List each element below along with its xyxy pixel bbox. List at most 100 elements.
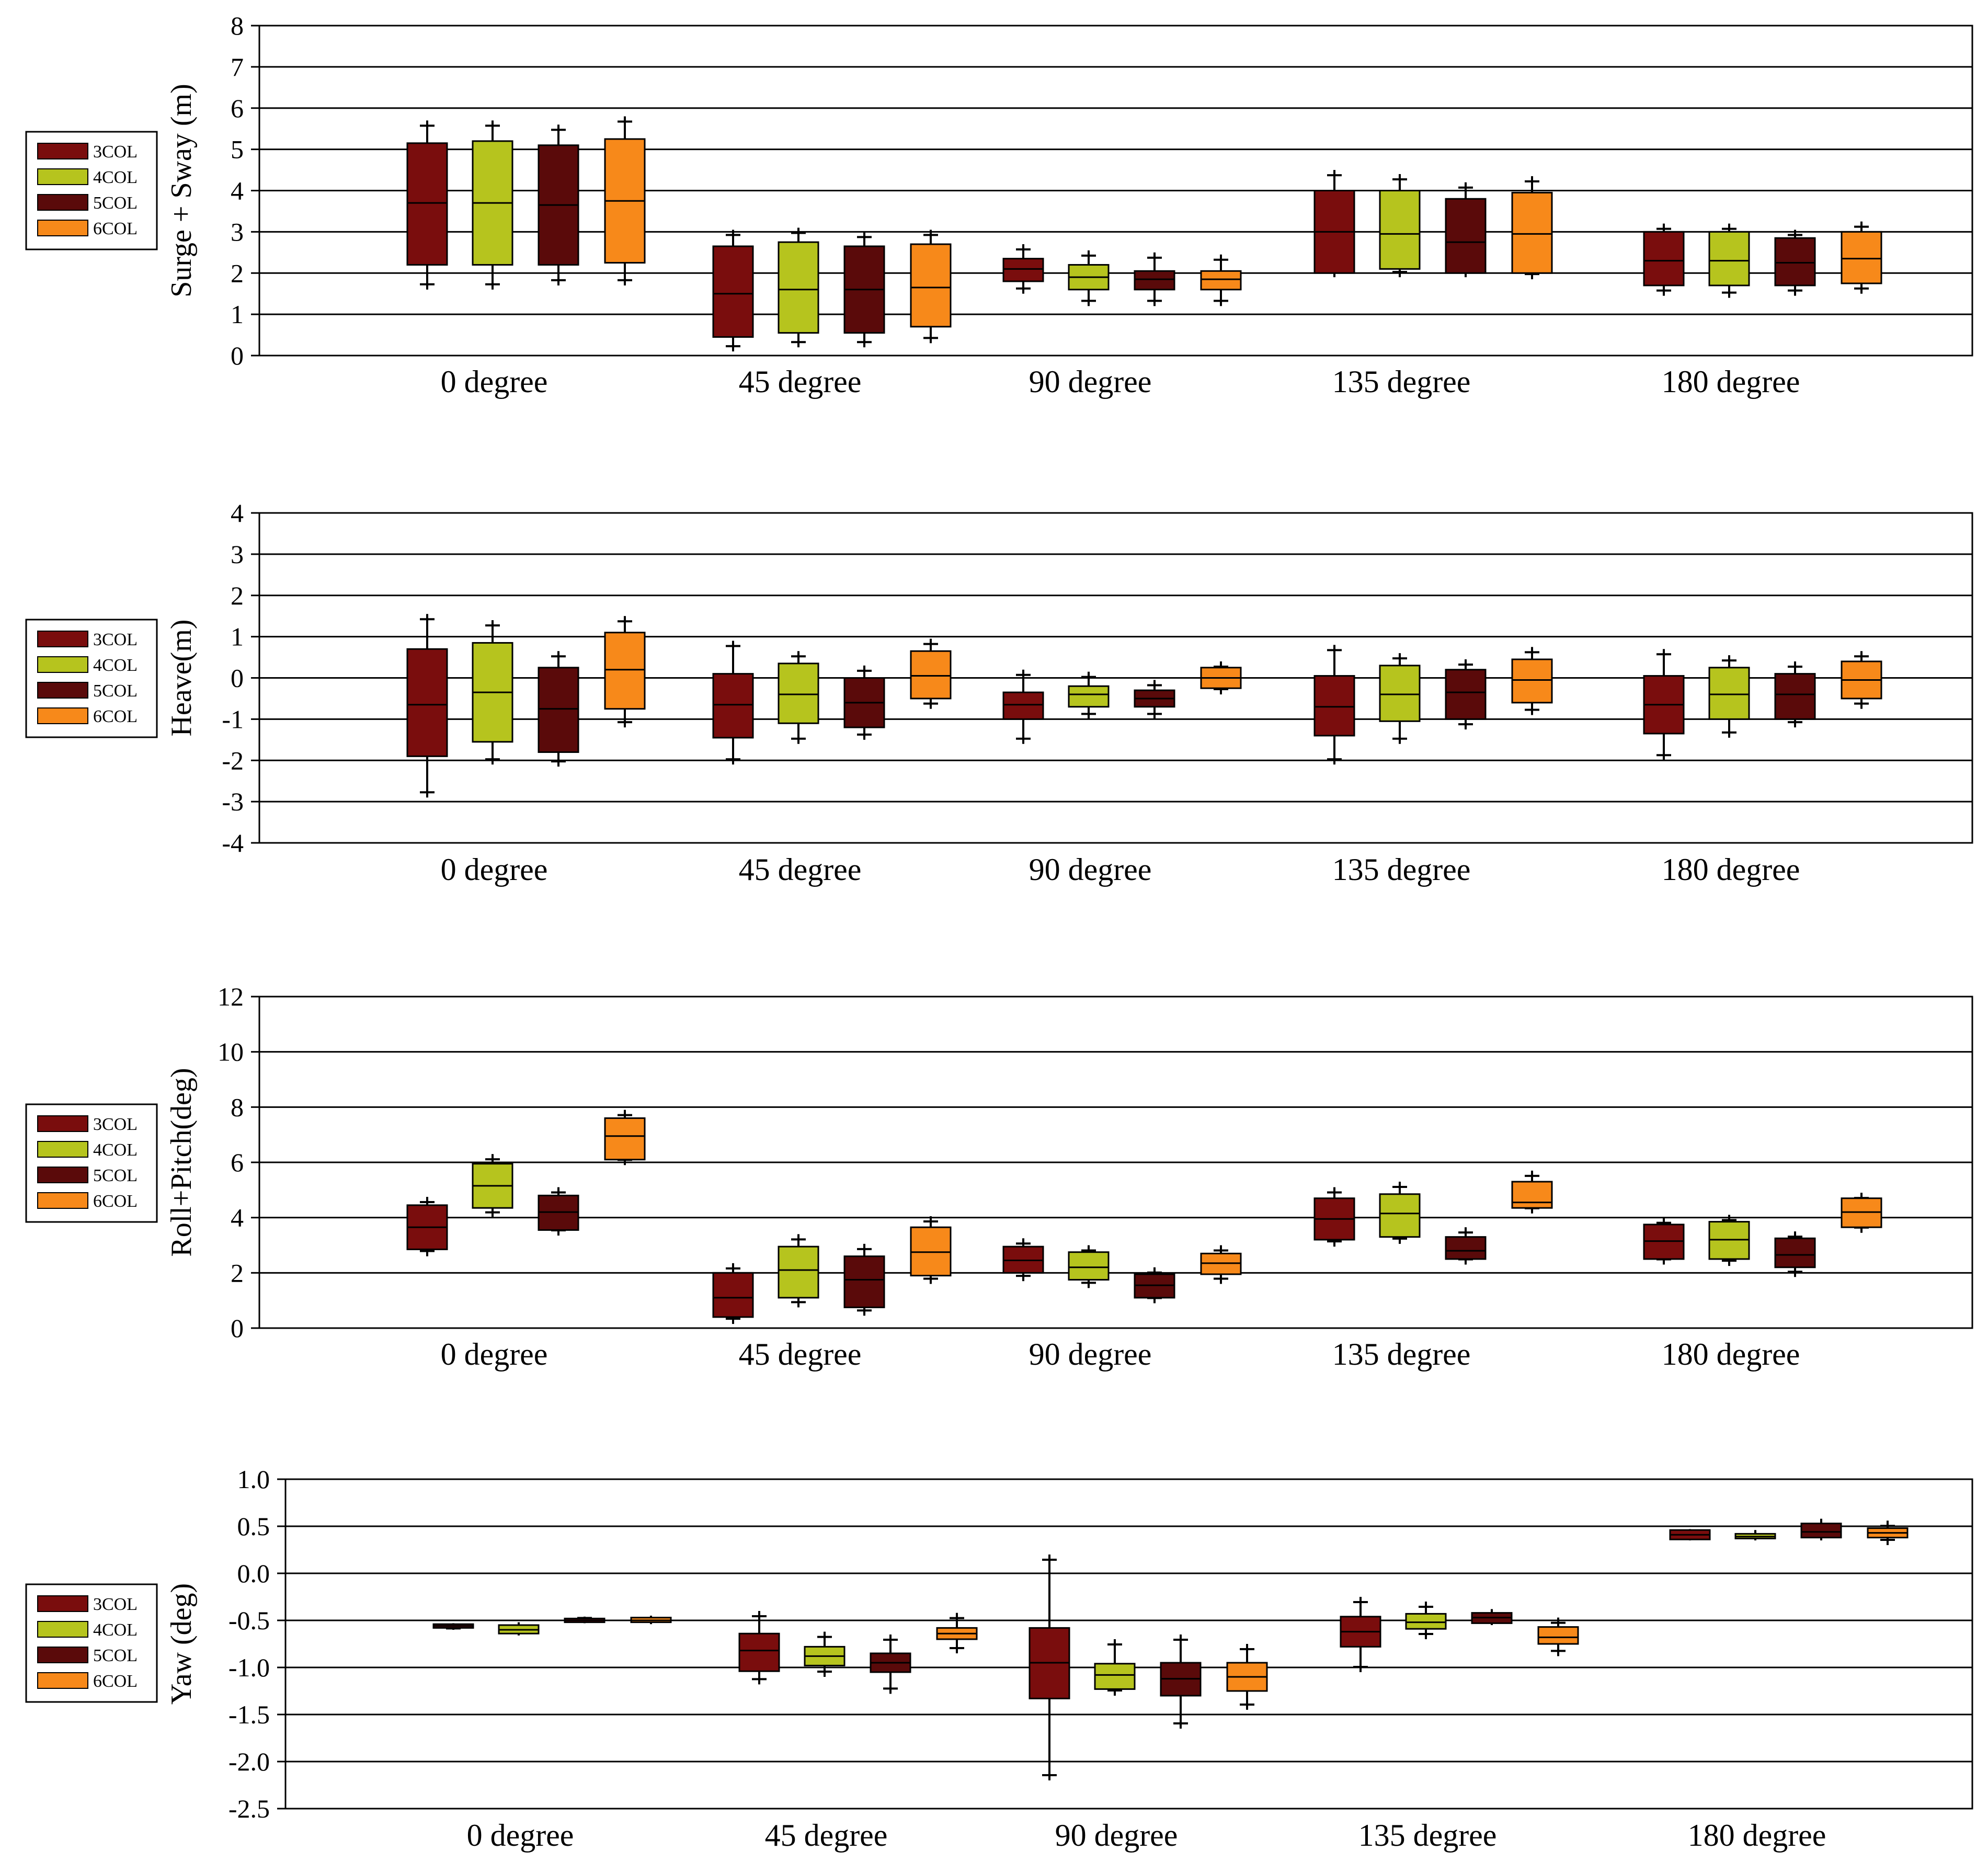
box-body: [843, 1255, 885, 1308]
box-body: [1379, 190, 1421, 270]
box-body: [1068, 1251, 1110, 1281]
x-category-label: 135 degree: [1332, 852, 1471, 887]
box-4COL-3: [1379, 174, 1421, 278]
y-tick-label: 6: [231, 94, 244, 123]
y-tick-label: 0: [231, 1313, 244, 1343]
y-tick-label: 1.0: [237, 1465, 270, 1494]
box-body: [1445, 669, 1487, 720]
y-tick-label: 8: [231, 11, 244, 40]
legend-swatch: [37, 1595, 88, 1612]
y-tick-label: 1: [231, 622, 244, 652]
legend-label: 5COL: [93, 1166, 138, 1185]
box-4COL-0: [498, 1622, 540, 1636]
box-5COL-0: [538, 651, 579, 767]
box-3COL-1: [738, 1611, 780, 1685]
box-body: [1002, 258, 1044, 282]
y-tick-label: 6: [231, 1148, 244, 1177]
legend-swatch: [37, 1141, 88, 1158]
box-4COL-4: [1734, 1530, 1776, 1540]
box-3COL-4: [1643, 1217, 1685, 1265]
y-tick-label: -4: [222, 828, 244, 858]
x-category-label: 90 degree: [1029, 364, 1152, 399]
box-6COL-2: [1200, 254, 1242, 306]
y-tick-label: 12: [218, 982, 244, 1011]
box-4COL-1: [778, 227, 819, 348]
box-3COL-3: [1313, 1187, 1355, 1247]
y-tick-label: 7: [231, 52, 244, 82]
x-category-label: 45 degree: [739, 364, 862, 399]
box-body: [1774, 673, 1816, 720]
box-body: [738, 1632, 780, 1672]
box-6COL-2: [1200, 1245, 1242, 1284]
box-5COL-4: [1774, 1231, 1816, 1277]
y-tick-label: -1: [222, 704, 244, 734]
legend: 3COL 4COL 5COL 6COL: [25, 1103, 158, 1223]
legend-label: 6COL: [93, 1192, 138, 1211]
box-body: [712, 1272, 754, 1318]
box-body: [1405, 1613, 1447, 1630]
legend-swatch: [37, 1672, 88, 1689]
box-3COL-2: [1002, 669, 1044, 744]
x-category-label: 0 degree: [441, 1337, 548, 1371]
y-axis-label: Surge + Sway (m): [165, 84, 198, 298]
box-body: [1537, 1626, 1579, 1645]
box-4COL-3: [1379, 1181, 1421, 1244]
box-5COL-0: [538, 1187, 579, 1236]
box-4COL-0: [472, 1154, 513, 1218]
x-category-label: 0 degree: [467, 1818, 574, 1853]
legend-swatch: [37, 1621, 88, 1638]
y-tick-label: 0: [231, 341, 244, 370]
box-5COL-3: [1471, 1609, 1513, 1625]
box-5COL-4: [1774, 661, 1816, 728]
y-tick-label: 4: [231, 1203, 244, 1232]
x-category-label: 90 degree: [1029, 852, 1152, 887]
y-tick-label: -3: [222, 787, 244, 816]
box-4COL-4: [1708, 1215, 1750, 1266]
legend-swatch: [37, 220, 88, 236]
x-category-label: 45 degree: [739, 1337, 862, 1371]
box-body: [406, 142, 448, 266]
legend: 3COL 4COL 5COL 6COL: [25, 619, 158, 738]
box-3COL-4: [1643, 223, 1685, 296]
box-body: [1800, 1523, 1842, 1539]
legend-swatch: [37, 1192, 88, 1209]
legend-swatch: [37, 1647, 88, 1663]
box-body: [1774, 1237, 1816, 1268]
x-category-label: 180 degree: [1662, 364, 1800, 399]
chart-panel-3: 0 2 4 6 8 10 12 Roll+Pitch(deg) 0 degree 45 degre…: [25, 982, 1973, 1371]
box-3COL-0: [406, 614, 448, 798]
y-tick-label: 0: [231, 664, 244, 693]
box-5COL-2: [1160, 1635, 1202, 1729]
y-axis-label: Heave(m): [165, 620, 198, 737]
box-body: [910, 650, 952, 700]
legend-swatch: [37, 631, 88, 647]
x-category-label: 0 degree: [441, 364, 548, 399]
legend-label: 4COL: [93, 168, 138, 187]
box-3COL-0: [406, 120, 448, 290]
box-5COL-4: [1800, 1518, 1842, 1540]
y-tick-label: 2: [231, 258, 244, 288]
box-5COL-3: [1445, 659, 1487, 730]
box-5COL-1: [843, 232, 885, 348]
legend-label: 3COL: [93, 630, 138, 649]
x-category-label: 45 degree: [765, 1818, 888, 1853]
box-body: [1511, 191, 1553, 274]
box-body: [1708, 667, 1750, 720]
x-category-label: 45 degree: [739, 852, 862, 887]
box-5COL-2: [1134, 680, 1175, 719]
legend-label: 3COL: [93, 1595, 138, 1614]
x-category-label: 90 degree: [1029, 1337, 1152, 1371]
box-4COL-1: [778, 1234, 819, 1308]
y-tick-label: 0.0: [237, 1559, 270, 1588]
y-tick-label: -2: [222, 746, 244, 775]
box-body: [538, 667, 579, 753]
box-4COL-4: [1708, 223, 1750, 298]
box-body: [1068, 685, 1110, 708]
box-body: [1379, 1193, 1421, 1238]
chart-panel-4: -2.5 -2.0 -1.5 -1.0 -0.5 0.0 0.5 1.0 Yaw (deg) 0 …: [25, 1465, 1973, 1853]
box-body: [1094, 1663, 1136, 1690]
box-3COL-4: [1669, 1529, 1711, 1540]
box-3COL-2: [1002, 244, 1044, 294]
y-tick-label: 1: [231, 300, 244, 329]
box-6COL-0: [604, 1110, 646, 1165]
